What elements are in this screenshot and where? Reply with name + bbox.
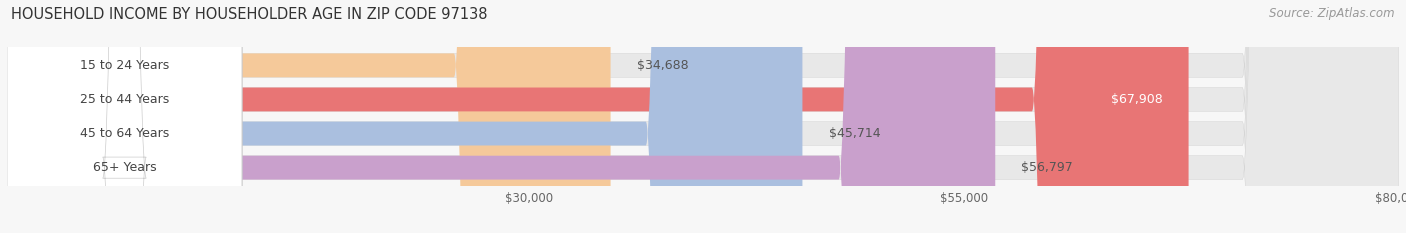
Text: Source: ZipAtlas.com: Source: ZipAtlas.com	[1270, 7, 1395, 20]
FancyBboxPatch shape	[7, 0, 242, 233]
FancyBboxPatch shape	[7, 0, 242, 233]
FancyBboxPatch shape	[7, 0, 803, 233]
FancyBboxPatch shape	[7, 0, 1399, 233]
FancyBboxPatch shape	[7, 0, 1399, 233]
Text: 15 to 24 Years: 15 to 24 Years	[80, 59, 169, 72]
FancyBboxPatch shape	[7, 0, 1399, 233]
FancyBboxPatch shape	[7, 0, 610, 233]
FancyBboxPatch shape	[7, 0, 242, 233]
FancyBboxPatch shape	[7, 0, 995, 233]
Text: $34,688: $34,688	[637, 59, 689, 72]
FancyBboxPatch shape	[7, 0, 1188, 233]
FancyBboxPatch shape	[7, 0, 242, 233]
Text: 25 to 44 Years: 25 to 44 Years	[80, 93, 169, 106]
FancyBboxPatch shape	[7, 0, 1399, 233]
Text: $56,797: $56,797	[1021, 161, 1073, 174]
Text: $45,714: $45,714	[828, 127, 880, 140]
Text: HOUSEHOLD INCOME BY HOUSEHOLDER AGE IN ZIP CODE 97138: HOUSEHOLD INCOME BY HOUSEHOLDER AGE IN Z…	[11, 7, 488, 22]
Text: 65+ Years: 65+ Years	[93, 161, 156, 174]
Text: $67,908: $67,908	[1111, 93, 1163, 106]
Text: 45 to 64 Years: 45 to 64 Years	[80, 127, 169, 140]
